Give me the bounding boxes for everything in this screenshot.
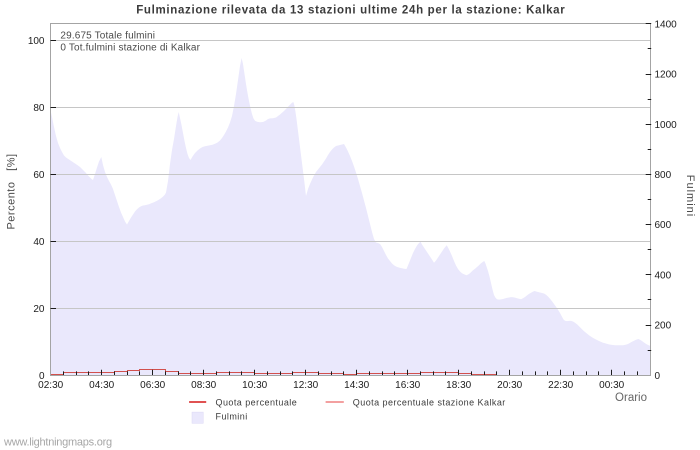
svg-text:1000: 1000 (655, 120, 678, 131)
svg-text:10:30: 10:30 (242, 380, 267, 391)
svg-text:Quota percentuale: Quota percentuale (216, 397, 298, 407)
svg-text:400: 400 (655, 270, 672, 281)
svg-text:20:30: 20:30 (497, 380, 522, 391)
svg-text:Fulminazione rilevata da 13 st: Fulminazione rilevata da 13 stazioni ult… (136, 5, 565, 17)
svg-text:02:30: 02:30 (38, 380, 63, 391)
svg-text:14:30: 14:30 (344, 380, 369, 391)
svg-text:100: 100 (28, 36, 45, 47)
svg-text:200: 200 (655, 321, 672, 332)
svg-text:Fulmini: Fulmini (684, 175, 696, 217)
svg-text:16:30: 16:30 (395, 380, 420, 391)
svg-text:18:30: 18:30 (446, 380, 471, 391)
svg-text:0: 0 (39, 371, 45, 382)
svg-text:20: 20 (33, 304, 45, 315)
svg-text:00:30: 00:30 (599, 380, 624, 391)
svg-text:06:30: 06:30 (140, 380, 165, 391)
svg-text:800: 800 (655, 170, 672, 181)
svg-text:Percento [%]: Percento [%] (6, 153, 18, 229)
svg-text:Fulmini: Fulmini (216, 411, 248, 421)
svg-text:12:30: 12:30 (293, 380, 318, 391)
svg-text:Orario: Orario (615, 392, 647, 404)
svg-text:0: 0 (655, 371, 661, 382)
svg-text:40: 40 (33, 237, 45, 248)
svg-text:60: 60 (33, 170, 45, 181)
svg-text:600: 600 (655, 220, 672, 231)
svg-text:www.lightningmaps.org: www.lightningmaps.org (3, 437, 112, 449)
svg-text:1400: 1400 (655, 19, 678, 30)
svg-text:29.675 Totale fulmini: 29.675 Totale fulmini (60, 30, 155, 41)
svg-text:1200: 1200 (655, 70, 678, 81)
svg-text:0 Tot.fulmini stazione di Kalk: 0 Tot.fulmini stazione di Kalkar (60, 43, 200, 54)
svg-text:08:30: 08:30 (191, 380, 216, 391)
svg-text:Quota percentuale stazione Kal: Quota percentuale stazione Kalkar (353, 397, 506, 407)
svg-text:80: 80 (33, 103, 45, 114)
svg-text:22:30: 22:30 (548, 380, 573, 391)
svg-text:04:30: 04:30 (89, 380, 114, 391)
